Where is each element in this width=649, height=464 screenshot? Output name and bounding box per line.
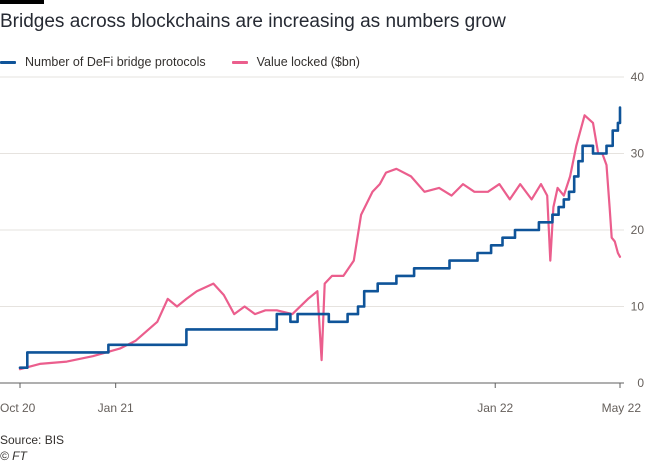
y-tick-label-20: 20 bbox=[631, 223, 645, 237]
y-tick-label-30: 30 bbox=[631, 147, 645, 161]
y-tick-label-10: 10 bbox=[631, 300, 645, 314]
legend-item-protocols: Number of DeFi bridge protocols bbox=[0, 55, 206, 69]
x-tick-label-0: Oct 20 bbox=[0, 401, 36, 415]
legend-label-protocols: Number of DeFi bridge protocols bbox=[25, 55, 206, 69]
y-tick-label-0: 0 bbox=[637, 376, 644, 390]
legend-swatch-protocols bbox=[0, 60, 16, 64]
x-tick-label-1: Jan 21 bbox=[98, 401, 134, 415]
line-chart: 0 10 20 30 40 Oct 20 Jan 21 Jan 22 May 22 bbox=[0, 70, 645, 415]
legend-swatch-value-locked bbox=[231, 60, 248, 64]
credit-note: © FT bbox=[0, 449, 27, 463]
x-tick-label-3: May 22 bbox=[602, 401, 642, 415]
series-line-protocols bbox=[18, 106, 622, 369]
brand-bar bbox=[0, 0, 44, 4]
source-note: Source: BIS bbox=[0, 433, 65, 447]
y-tick-label-40: 40 bbox=[631, 70, 645, 84]
legend-label-value-locked: Value locked ($bn) bbox=[256, 55, 360, 69]
x-tick-label-2: Jan 22 bbox=[477, 401, 513, 415]
series-line-value-locked bbox=[18, 114, 622, 371]
chart-title: Bridges across blockchains are increasin… bbox=[0, 11, 506, 32]
legend-item-value-locked: Value locked ($bn) bbox=[231, 55, 360, 69]
legend: Number of DeFi bridge protocols Value lo… bbox=[0, 55, 386, 69]
